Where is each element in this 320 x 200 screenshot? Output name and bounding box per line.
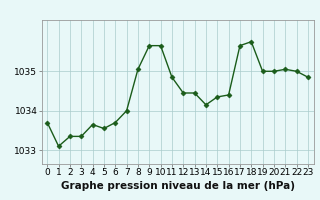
X-axis label: Graphe pression niveau de la mer (hPa): Graphe pression niveau de la mer (hPa) (60, 181, 295, 191)
